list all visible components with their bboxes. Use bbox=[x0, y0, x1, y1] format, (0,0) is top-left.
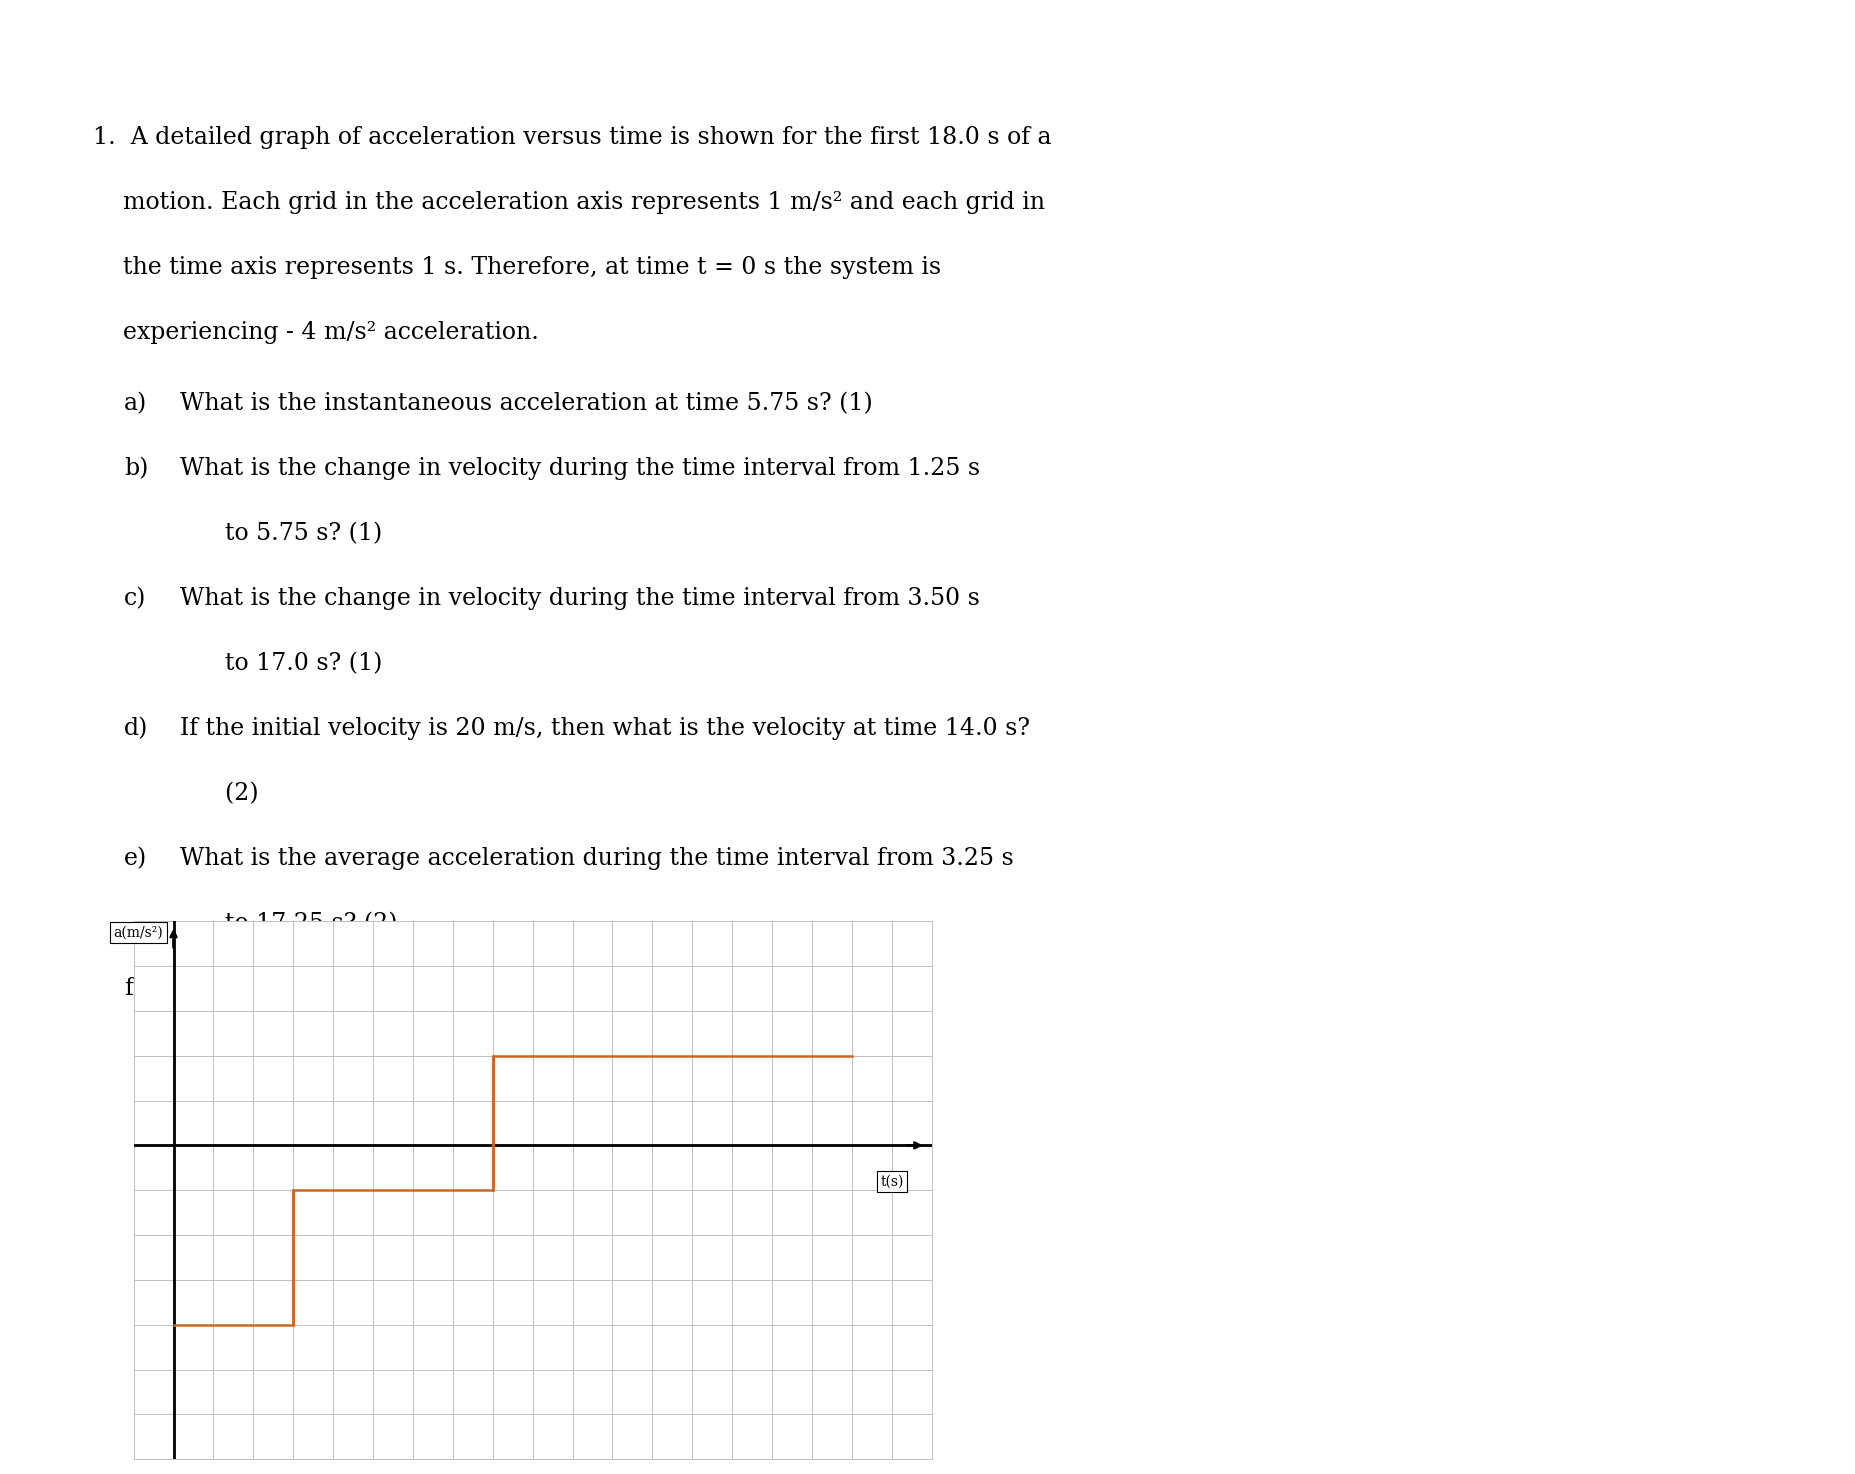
Text: (2): (2) bbox=[165, 783, 258, 805]
Text: e): e) bbox=[124, 848, 147, 870]
Text: a(m/s²): a(m/s²) bbox=[113, 926, 163, 940]
Text: to 17.25 s? (2): to 17.25 s? (2) bbox=[165, 912, 397, 935]
Text: What is the instantaneous acceleration at time 5.75 s? (1): What is the instantaneous acceleration a… bbox=[165, 392, 872, 416]
Text: motion. Each grid in the acceleration axis represents 1 m/s² and each grid in: motion. Each grid in the acceleration ax… bbox=[93, 192, 1044, 214]
Text: What is the change in velocity during the time interval from 1.25 s: What is the change in velocity during th… bbox=[165, 457, 979, 481]
Text: 1.  A detailed graph of acceleration versus time is shown for the first 18.0 s o: 1. A detailed graph of acceleration vers… bbox=[93, 125, 1052, 149]
Text: to 5.75 s? (1): to 5.75 s? (1) bbox=[165, 522, 382, 545]
Text: What is the average acceleration during the time interval from 3.25 s: What is the average acceleration during … bbox=[165, 848, 1013, 870]
Text: b): b) bbox=[124, 457, 148, 481]
Text: c): c) bbox=[124, 587, 147, 610]
Text: f): f) bbox=[124, 977, 141, 1001]
Text: ↺: ↺ bbox=[1731, 31, 1757, 60]
Text: the time axis represents 1 s. Therefore, at time t = 0 s the system is: the time axis represents 1 s. Therefore,… bbox=[93, 256, 940, 279]
Text: t(s): t(s) bbox=[879, 1175, 903, 1188]
Text: experiencing - 4 m/s² acceleration.: experiencing - 4 m/s² acceleration. bbox=[93, 321, 540, 343]
Text: Draw the corresponding velocity versus time graph. (3): Draw the corresponding velocity versus t… bbox=[165, 977, 846, 1001]
Text: to 17.0 s? (1): to 17.0 s? (1) bbox=[165, 653, 382, 675]
Text: If the initial velocity is 20 m/s, then what is the velocity at time 14.0 s?: If the initial velocity is 20 m/s, then … bbox=[165, 718, 1030, 740]
Text: d): d) bbox=[124, 718, 148, 740]
Text: a): a) bbox=[124, 392, 147, 416]
Text: What is the change in velocity during the time interval from 3.50 s: What is the change in velocity during th… bbox=[165, 587, 979, 610]
